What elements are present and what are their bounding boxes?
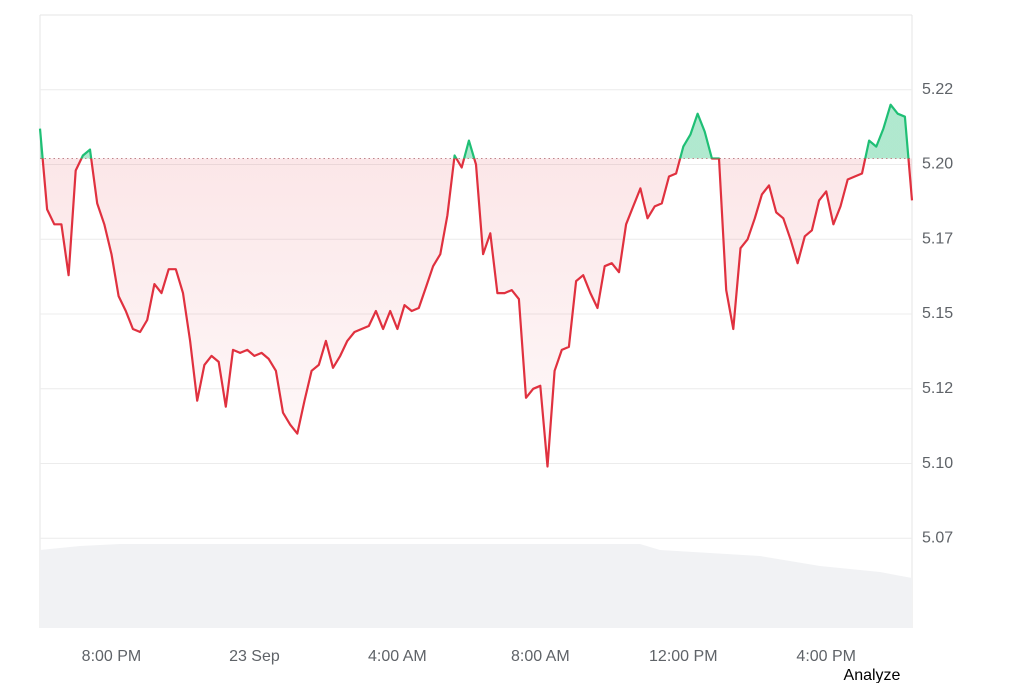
y-tick-label: 5.15 [922, 305, 953, 322]
x-tick-label: 8:00 PM [82, 648, 142, 665]
y-tick-label: 5.07 [922, 530, 953, 547]
y-tick-label: 5.12 [922, 380, 953, 397]
analyze-button[interactable]: Analyze [844, 667, 901, 684]
price-line [38, 103, 914, 468]
volume-band [40, 544, 912, 628]
x-tick-label: 12:00 PM [649, 648, 717, 665]
y-tick-label: 5.22 [922, 81, 953, 98]
y-tick-label: 5.20 [922, 156, 953, 173]
x-tick-label: 23 Sep [229, 648, 280, 665]
y-tick-label: 5.10 [922, 455, 953, 472]
baseline-area [40, 104, 912, 467]
x-tick-label: 4:00 AM [368, 648, 427, 665]
x-tick-label: 4:00 PM [796, 648, 856, 665]
y-tick-label: 5.17 [922, 230, 953, 247]
x-tick-label: 8:00 AM [511, 648, 570, 665]
